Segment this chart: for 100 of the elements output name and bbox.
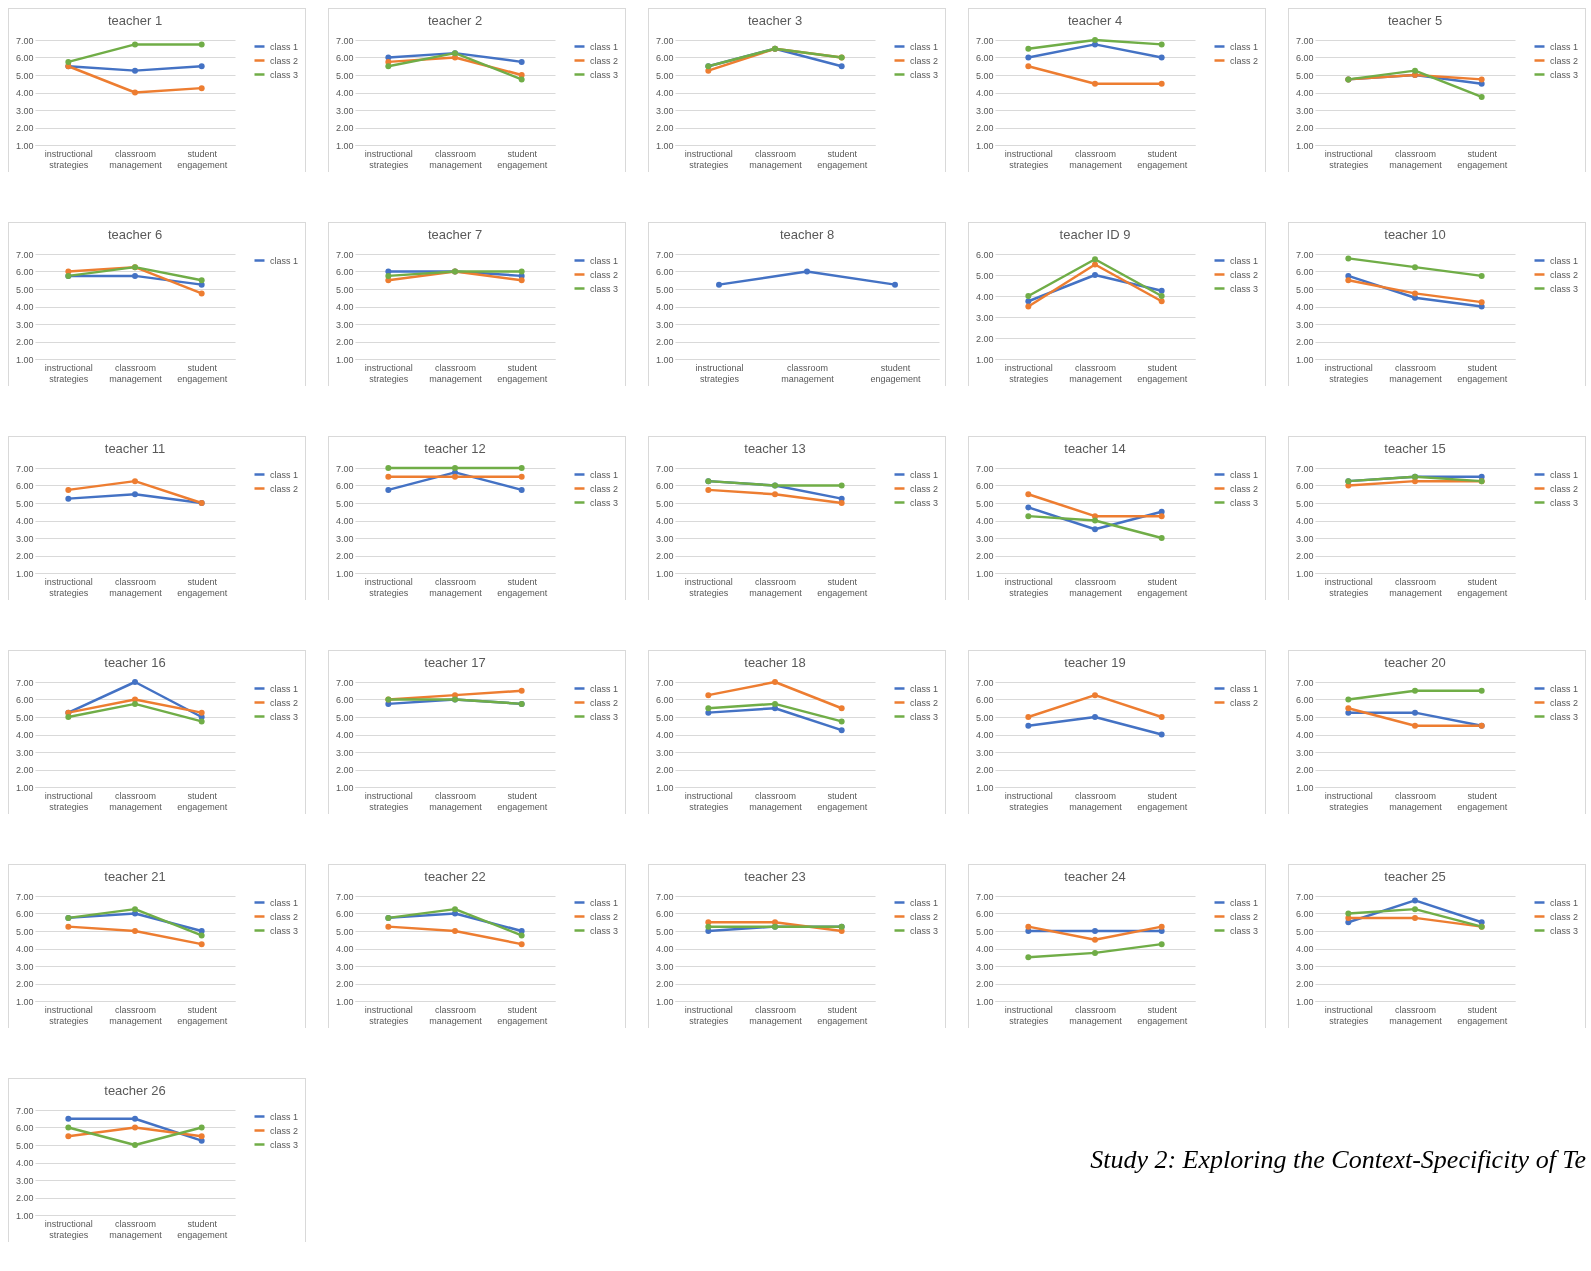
legend-label: class 3 [590,497,619,508]
legend-label: class 3 [590,69,619,80]
x-tick-label: instructional strategies [44,148,93,170]
chart-title: teacher 4 [1067,13,1123,28]
y-tick-label: 4.00 [1295,516,1314,526]
legend-label: class 3 [1550,711,1579,722]
y-tick-label: 4.00 [335,944,354,954]
x-tick-label: instructional strategies [364,148,413,170]
x-tick-label: student engagement [497,790,548,812]
y-tick-label: 2.00 [655,123,674,133]
x-tick-label: classroom management [109,148,163,170]
y-tick-label: 1.00 [335,996,354,1007]
x-tick-label: student engagement [817,148,868,170]
x-tick-label: student engagement [817,576,868,598]
x-tick-label: student engagement [497,362,548,384]
legend-label: class 2 [910,55,939,66]
y-tick-label: 1.00 [655,140,674,151]
legend-label: class 2 [270,1125,299,1136]
y-tick-label: 1.00 [335,782,354,793]
y-tick-label: 4.00 [975,88,994,98]
legend-label: class 2 [1230,911,1259,922]
y-tick-label: 3.00 [1295,533,1314,544]
chart-title: teacher 10 [1384,227,1446,242]
y-tick-label: 7.00 [655,891,674,902]
legend-label: class 3 [590,925,619,936]
legend-label: class 2 [1550,697,1579,708]
chart-title: teacher 8 [779,227,835,242]
legend-label: class 2 [1550,483,1579,494]
legend-label: class 3 [1550,925,1579,936]
x-tick-label: student engagement [177,576,228,598]
legend-label: class 1 [270,41,299,52]
legend-label: class 1 [1550,897,1579,908]
y-tick-label: 1.00 [335,354,354,365]
y-tick-label: 1.00 [975,996,994,1007]
x-tick-label: classroom management [1069,576,1123,598]
y-tick-label: 4.00 [655,516,674,526]
y-tick-label: 5.00 [335,498,354,509]
legend-label: class 3 [270,711,299,722]
y-tick-label: 7.00 [1295,35,1314,46]
legend-label: class 3 [590,283,619,294]
legend-label: class 1 [1550,255,1579,266]
y-tick-label: 6.00 [15,267,34,277]
y-tick-label: 2.00 [655,979,674,989]
y-tick-label: 6.00 [15,53,34,63]
x-tick-label: student engagement [817,1004,868,1026]
x-tick-label: student engagement [870,362,922,384]
y-tick-label: 4.00 [655,88,674,98]
x-tick-label: instructional strategies [1324,576,1373,598]
y-tick-label: 5.00 [1295,284,1314,295]
y-tick-label: 5.00 [15,926,34,937]
y-tick-label: 5.00 [975,70,994,81]
y-tick-label: 4.00 [975,291,994,302]
y-tick-label: 4.00 [975,730,994,740]
x-tick-label: instructional strategies [1324,362,1373,384]
x-tick-label: student engagement [1137,148,1188,170]
y-tick-label: 5.00 [335,926,354,937]
legend-label: class 2 [1230,55,1259,66]
x-tick-label: classroom management [429,1004,483,1026]
x-tick-label: student engagement [1457,148,1508,170]
y-tick-label: 1.00 [15,140,34,151]
chart-title: teacher 5 [1387,13,1443,28]
y-tick-label: 1.00 [335,568,354,579]
y-tick-label: 7.00 [335,677,354,688]
y-tick-label: 1.00 [1295,996,1314,1007]
x-tick-label: classroom management [429,790,483,812]
y-tick-label: 7.00 [655,35,674,46]
y-tick-label: 4.00 [1295,730,1314,740]
y-tick-label: 5.00 [975,270,994,281]
y-tick-label: 7.00 [1295,677,1314,688]
x-tick-label: instructional strategies [684,576,733,598]
y-tick-label: 1.00 [975,782,994,793]
x-tick-label: instructional strategies [1004,362,1053,384]
legend-label: class 2 [590,911,619,922]
x-tick-label: classroom management [1389,362,1443,384]
y-tick-label: 1.00 [15,1210,34,1221]
x-tick-label: student engagement [497,148,548,170]
x-tick-label: instructional strategies [684,148,733,170]
y-tick-label: 3.00 [1295,961,1314,972]
y-tick-label: 3.00 [335,747,354,758]
legend-label: class 1 [590,255,619,266]
legend-label: class 3 [1550,497,1579,508]
y-tick-label: 1.00 [1295,782,1314,793]
legend-label: class 1 [590,683,619,694]
y-tick-label: 4.00 [1295,944,1314,954]
y-tick-label: 1.00 [975,354,994,365]
legend-label: class 1 [1550,469,1579,480]
y-tick-label: 3.00 [655,533,674,544]
y-tick-label: 4.00 [15,516,34,526]
y-tick-label: 1.00 [975,140,994,151]
legend-label: class 1 [590,469,619,480]
legend-label: class 2 [1230,269,1259,280]
y-tick-label: 2.00 [1295,765,1314,775]
y-tick-label: 3.00 [1295,747,1314,758]
y-tick-label: 2.00 [15,979,34,989]
legend-label: class 1 [1230,469,1259,480]
legend-label: class 2 [590,55,619,66]
legend-label: class 3 [910,497,939,508]
x-tick-label: classroom management [429,362,483,384]
y-tick-label: 6.00 [15,909,34,919]
y-tick-label: 5.00 [975,498,994,509]
